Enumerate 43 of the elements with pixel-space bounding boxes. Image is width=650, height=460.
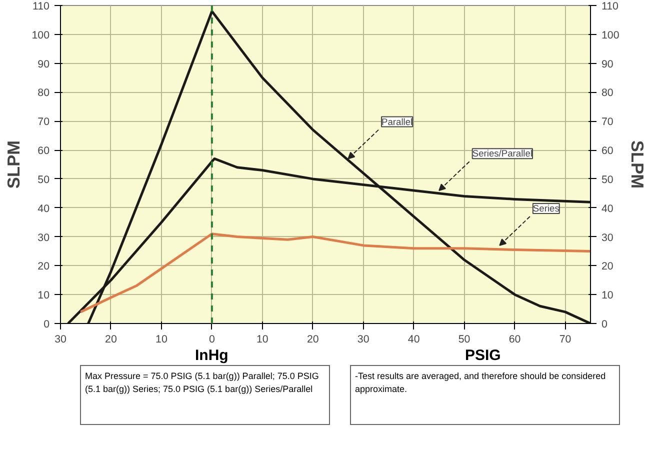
y2-tick-label: 110	[602, 0, 619, 12]
y-tick-label: 40	[38, 202, 50, 215]
line-series	[79, 232, 590, 314]
y2-tick-label: 80	[602, 87, 614, 100]
y-tick-label: 60	[38, 145, 50, 158]
y2-tick-label: 50	[602, 174, 614, 186]
x-tick-label: 70	[559, 334, 572, 346]
x-tick-label: 20	[306, 334, 319, 346]
y-tick-label: 110	[32, 0, 50, 12]
y2-tick-label: 40	[602, 202, 614, 215]
y-tick-label: 100	[32, 29, 50, 42]
y2-tick-label: 0	[602, 318, 608, 330]
x-tick-label: 30	[54, 334, 66, 346]
annotation: Parallel	[382, 116, 413, 127]
y-tick-label: 90	[38, 58, 50, 70]
x-tick-label: 0	[208, 334, 215, 346]
x-tick-label: 10	[156, 334, 168, 346]
y2-tick-label: 20	[602, 260, 614, 273]
y-tick-label: 70	[38, 116, 50, 128]
y2-tick-label: 100	[602, 29, 620, 42]
y2-tick-label: 90	[602, 58, 614, 70]
y2-tick-label: 30	[602, 232, 614, 244]
y-tick-label: 30	[38, 232, 50, 244]
text: PSIG	[465, 346, 501, 366]
text: Max Pressure = 75.0 PSIG (5.1 bar(g)) Parallel; 75.0 PSIG (5.1 bar(g)) Series; 75.0 PSIG (5.1 bar(g)) Series/Parallel	[85, 370, 320, 396]
y-tick-label: 0	[44, 318, 50, 330]
x-axis-title: InHg	[195, 346, 228, 366]
x-tick-label: 20	[105, 334, 117, 346]
y-axis-title: SLPM	[4, 140, 24, 189]
y2-axis-title: SLPM	[627, 140, 648, 189]
y2-tick-label: 70	[602, 116, 614, 128]
y-tick-label: 80	[38, 87, 50, 100]
y-tick-label: 20	[38, 260, 50, 273]
text: -Test results are averaged, and therefore should be considered approximate.	[355, 370, 607, 396]
x-tick-label: 10	[256, 334, 268, 346]
x-tick-label: 60	[508, 334, 521, 346]
y2-tick-label: 10	[602, 290, 614, 302]
y-tick-label: 10	[38, 290, 50, 302]
y2-tick-label: 60	[602, 145, 614, 158]
y-tick-label: 50	[38, 174, 50, 186]
x-tick-label: 40	[408, 334, 420, 346]
x-tick-label: 30	[357, 334, 370, 346]
x-tick-label: 50	[458, 334, 470, 346]
